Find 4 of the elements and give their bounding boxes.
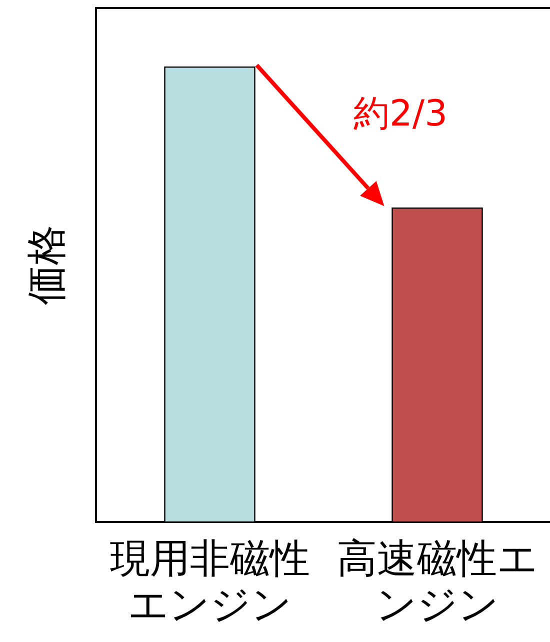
x-tick-label: 現用非磁性エンジン (108, 536, 311, 628)
x-tick-label: 高速磁性エンジン (336, 536, 539, 628)
annotation: 約2/3 (354, 94, 448, 135)
y-axis-title: 価格 (24, 225, 70, 305)
